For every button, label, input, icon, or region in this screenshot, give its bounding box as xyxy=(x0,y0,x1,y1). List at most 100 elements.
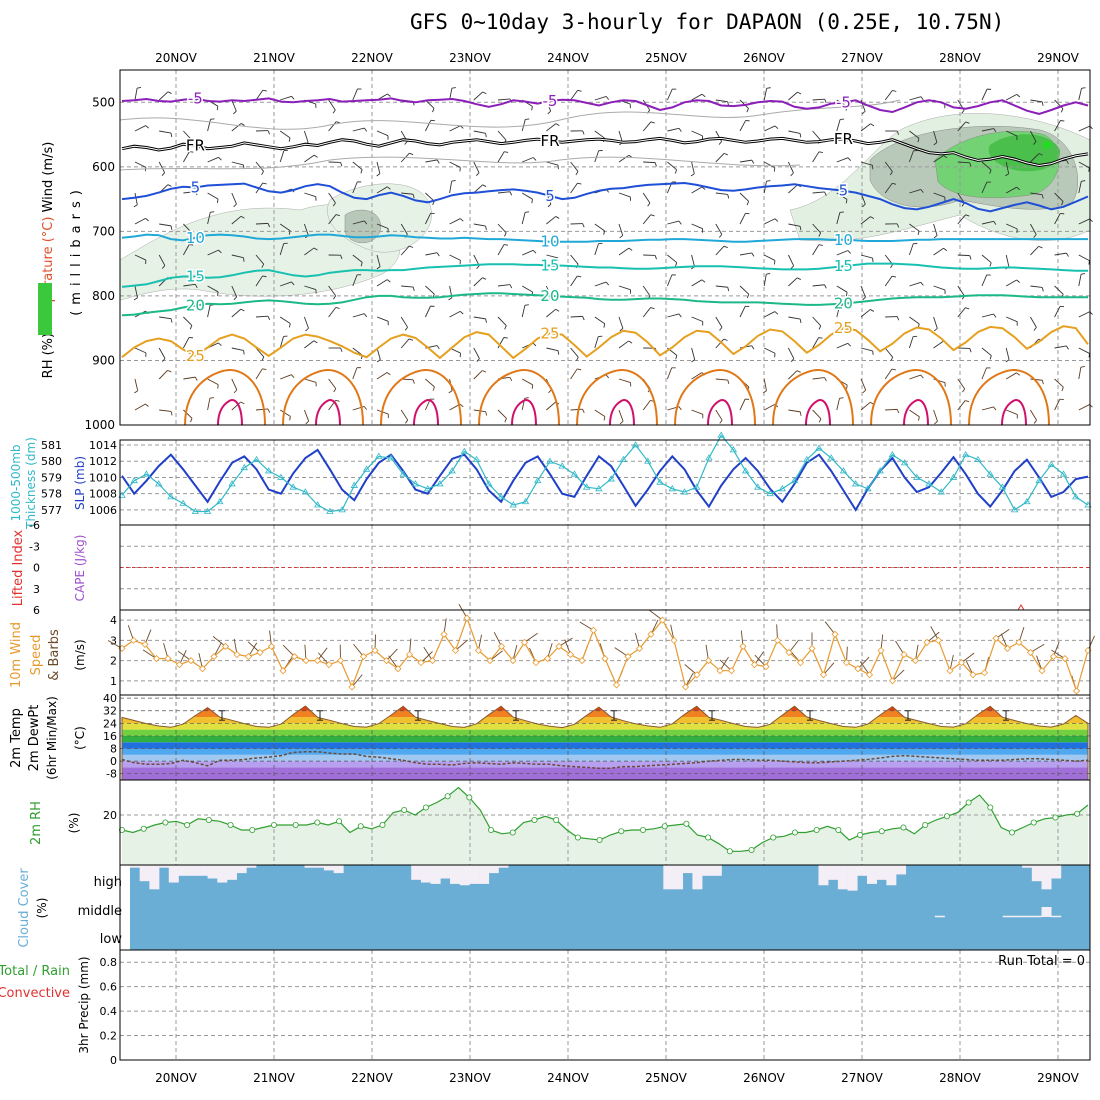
cloud-high-bar xyxy=(420,865,431,883)
wind-barb-flag xyxy=(340,347,343,352)
temp-tick-label: 40 xyxy=(103,692,117,705)
wind-speed-point xyxy=(934,636,943,644)
wind-speed-point xyxy=(612,681,621,689)
wind-barb-flag xyxy=(360,262,363,267)
cloud-unit: (%) xyxy=(35,898,49,919)
wind-barb xyxy=(909,316,920,325)
wind-barb xyxy=(473,347,480,359)
wind-barb-flag xyxy=(210,118,215,120)
wind-barb xyxy=(570,347,579,358)
wind-barb xyxy=(691,409,703,415)
wind-barb xyxy=(885,408,898,411)
wind-barb-flag xyxy=(675,355,678,360)
wind-barb xyxy=(1054,252,1067,256)
wind-barb-flag xyxy=(218,249,222,254)
wind-barb-flag xyxy=(824,98,827,103)
wind-barb xyxy=(618,316,624,329)
wind-barb-flag xyxy=(133,204,138,208)
wind-barb-flag xyxy=(870,309,875,312)
thickness-point xyxy=(900,459,909,466)
wind-barb-flag xyxy=(934,421,938,425)
wind-barb xyxy=(908,243,914,256)
li-tick-label: 6 xyxy=(33,604,40,617)
wind-barb xyxy=(1030,130,1037,142)
x-tick-label-bottom: 22NOV xyxy=(351,1071,393,1085)
temp-contour-35 xyxy=(217,398,243,426)
cloud-high-bar xyxy=(1031,865,1042,882)
x-tick-label-top: 28NOV xyxy=(939,51,981,65)
temp-contour xyxy=(121,233,1088,243)
wind-barb xyxy=(884,368,893,380)
wind-barb xyxy=(1078,311,1090,318)
cloud-mid-bar xyxy=(1041,907,1052,917)
wind-speed-point xyxy=(980,669,989,677)
y-tick-label: 800 xyxy=(92,289,115,303)
cloud-high-bar xyxy=(333,865,344,874)
thickness-point xyxy=(949,473,958,480)
wind-barb xyxy=(1078,254,1090,262)
thickness-point xyxy=(864,485,872,492)
wind10-label: 10m Wind xyxy=(9,622,24,688)
wind-barb xyxy=(159,409,172,412)
wind-speed-point xyxy=(267,642,276,650)
wind-barb xyxy=(1078,88,1082,101)
wind-barb xyxy=(788,277,798,287)
wind-barb-flag xyxy=(896,316,900,321)
wind-barb xyxy=(1078,274,1082,287)
slp-label: SLP (mb) xyxy=(73,456,87,510)
wind-barb xyxy=(207,119,211,132)
wind-barb-flag xyxy=(547,296,552,301)
wind10-unit: (m/s) xyxy=(73,639,87,670)
rh-area xyxy=(122,787,1088,865)
wind-barb-flag xyxy=(557,350,560,355)
wind-barb-flag xyxy=(1088,167,1090,172)
cloud-mid-bar xyxy=(1022,915,1033,918)
wind-barb xyxy=(860,216,871,225)
wind-barb-flag xyxy=(436,252,440,257)
temp-contour-30 xyxy=(576,368,658,426)
wind-speed-point xyxy=(808,644,816,653)
wind-barb xyxy=(933,247,944,256)
wind-barb xyxy=(317,647,328,661)
wind-speed-point xyxy=(164,655,172,663)
wind-speed-point xyxy=(336,657,345,665)
wind-barb xyxy=(957,400,966,411)
temp-contour xyxy=(121,262,1088,288)
thickness-point xyxy=(827,454,835,461)
wind-barb-flag xyxy=(261,171,264,176)
x-tick-label-bottom: 28NOV xyxy=(939,1071,981,1085)
slp-thickness-panel: 1006 1008 1010 1012 1014 577 578 579 580 581 1000-… xyxy=(9,431,1092,530)
wind-barb-flag xyxy=(818,418,822,423)
thickness-point xyxy=(485,480,493,487)
wind-barb-flag xyxy=(1066,160,1069,165)
cloud-high-bar xyxy=(702,865,713,876)
thickness-point xyxy=(1035,476,1043,484)
wind-barb-flag xyxy=(360,169,363,174)
wind-barb-flag xyxy=(386,372,391,376)
wind-barb xyxy=(497,337,505,349)
wind-barb xyxy=(425,192,435,202)
wind-barb xyxy=(859,661,870,676)
x-tick-label-bottom: 26NOV xyxy=(743,1071,785,1085)
wind-barb-flag xyxy=(628,340,633,344)
wind-barb xyxy=(739,252,752,256)
wind-barb xyxy=(521,305,526,318)
wind-barb-flag xyxy=(525,211,530,213)
wind-barb xyxy=(570,182,578,194)
wind-barb xyxy=(739,285,750,295)
wind-speed-point xyxy=(601,655,609,663)
cloud-high-bar xyxy=(314,865,325,868)
wind-barb-flag xyxy=(774,218,779,222)
wind-barb xyxy=(134,285,138,298)
wind-barb xyxy=(255,408,268,411)
wind-barb xyxy=(860,347,873,352)
thickness-point xyxy=(717,431,725,438)
wind-tick-label: 1 xyxy=(110,675,117,688)
rh-point xyxy=(574,834,581,841)
y-tick-label: 600 xyxy=(92,160,115,174)
wind-barb xyxy=(691,186,703,194)
wind-barb xyxy=(1005,279,1017,287)
wind-barb-flag xyxy=(723,338,728,341)
wind-barb-flag xyxy=(555,308,560,312)
cloud-high-bar xyxy=(847,865,858,891)
